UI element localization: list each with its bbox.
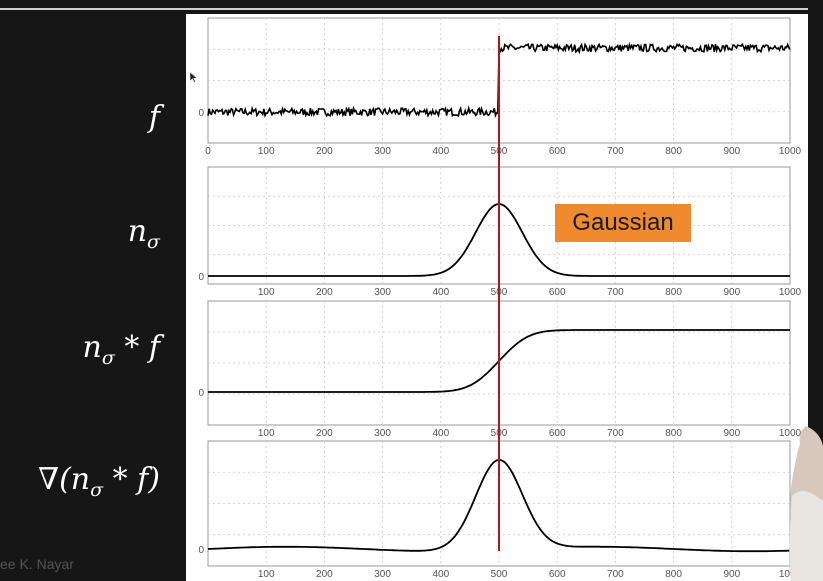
x-tick-label: 800 (665, 146, 682, 157)
x-tick-label: 400 (432, 569, 449, 580)
label-f: f (148, 100, 160, 135)
x-tick-label: 1000 (779, 428, 802, 439)
x-tick-label: 1000 (779, 287, 802, 298)
x-tick-label: 100 (258, 569, 275, 580)
x-tick-label: 400 (432, 287, 449, 298)
x-tick-label: 900 (723, 287, 740, 298)
x-tick-label: 200 (316, 287, 333, 298)
x-tick-label: 700 (607, 146, 624, 157)
x-tick-label: 300 (374, 146, 391, 157)
top-divider (0, 8, 808, 10)
x-tick-label: 200 (316, 146, 333, 157)
x-tick-label: 100 (258, 287, 275, 298)
plot-panel (186, 14, 808, 581)
x-tick-label: 200 (316, 428, 333, 439)
mouse-pointer-icon (190, 72, 198, 83)
x-tick-label: 1000 (779, 146, 802, 157)
y-tick-label: 0 (198, 388, 204, 399)
x-tick-label: 200 (316, 569, 333, 580)
x-tick-label: 700 (607, 569, 624, 580)
x-tick-label: 900 (723, 428, 740, 439)
x-tick-label: 500 (491, 569, 508, 580)
x-tick-label: 700 (607, 287, 624, 298)
x-tick-label: 400 (432, 428, 449, 439)
y-tick-label: 0 (198, 545, 204, 556)
x-tick-label: 600 (549, 287, 566, 298)
x-tick-label: 700 (607, 428, 624, 439)
x-tick-label: 300 (374, 569, 391, 580)
x-tick-label: 800 (665, 287, 682, 298)
y-tick-label: 0 (198, 272, 204, 283)
x-tick-label: 400 (432, 146, 449, 157)
x-tick-label: 300 (374, 287, 391, 298)
gaussian-callout: Gaussian (555, 204, 691, 242)
x-tick-label: 900 (723, 569, 740, 580)
x-tick-label: 800 (665, 569, 682, 580)
x-tick-label: 600 (549, 428, 566, 439)
y-tick-label: 0 (198, 108, 204, 119)
x-tick-label: 800 (665, 428, 682, 439)
label-gradient-n-sigma-conv-f: ∇(nσ * f) (38, 462, 160, 501)
label-n-sigma-conv-f: nσ * f (82, 330, 161, 369)
x-tick-label: 600 (549, 146, 566, 157)
x-tick-label: 300 (374, 428, 391, 439)
x-tick-label: 100 (258, 146, 275, 157)
x-tick-label: 0 (205, 146, 211, 157)
label-n-sigma: nσ (127, 214, 160, 253)
x-tick-label: 100 (258, 428, 275, 439)
x-tick-label: 900 (723, 146, 740, 157)
presenter-watermark: ee K. Nayar (0, 556, 74, 572)
x-tick-label: 600 (549, 569, 566, 580)
presenter-silhouette (789, 426, 823, 581)
